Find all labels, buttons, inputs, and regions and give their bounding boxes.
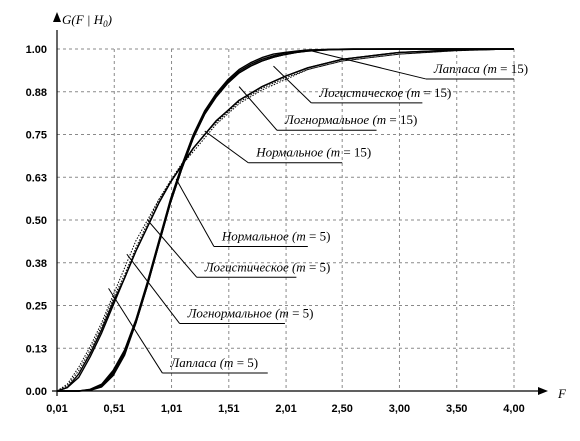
series-group: [56, 48, 515, 392]
annotation: Логистическое (m = 5): [147, 219, 331, 278]
x-axis-arrow-icon: [538, 387, 548, 395]
axes: [52, 12, 548, 396]
x-axis-label: F: [557, 386, 567, 401]
series-line: [56, 48, 515, 392]
y-tick-label: 0.00: [26, 386, 47, 398]
annotation-label: Нормальное (m = 5): [221, 229, 330, 244]
y-tick-label: 1.00: [26, 44, 47, 56]
y-axis-label: G(F | H0): [62, 12, 112, 29]
y-tick-label: 0.13: [26, 343, 47, 355]
series-line: [57, 48, 514, 392]
y-tick-label: 0.75: [26, 130, 47, 142]
annotation: Нормальное (m = 15): [204, 130, 371, 164]
x-tick-label: 0,01: [46, 403, 67, 415]
series-line: [56, 48, 515, 392]
y-tick-label: 0.50: [26, 215, 47, 227]
annotation-leader-line: [238, 86, 278, 131]
y-tick-label: 0.25: [26, 301, 47, 313]
annotation: Логистическое (m = 15): [273, 65, 451, 104]
x-tick-label: 0,51: [104, 403, 125, 415]
annotation-label: Логнормальное (m = 15): [284, 112, 417, 127]
annotation-leader-line: [204, 130, 249, 164]
annotation-leader-line: [307, 49, 426, 80]
y-tick-label: 0.38: [26, 258, 47, 270]
annotation-label: Лапласа (m = 5): [169, 355, 258, 370]
y-tick-label: 0.88: [26, 87, 47, 99]
x-tick-label: 1,01: [161, 403, 182, 415]
x-tick-label: 2,01: [275, 403, 296, 415]
annotation-leader-line: [108, 288, 163, 374]
series-line: [56, 48, 515, 392]
annotation-label: Лапласа (m = 15): [433, 61, 528, 76]
annotation-leader-line: [175, 178, 215, 247]
annotation: Нормальное (m = 5): [175, 178, 330, 248]
annotations-group: Лапласа (m = 15) Логистическое (m = 15) Ло…: [108, 49, 528, 374]
annotation-leader-line: [126, 253, 180, 324]
x-tick-label: 3,50: [446, 403, 467, 415]
tick-labels: 0,01 0,51 1,01 1,51 2,01 2,50 3,00 3,50 4,00 0.00…: [26, 44, 525, 415]
x-tick-label: 1,51: [218, 403, 239, 415]
annotation-label: Логистическое (m = 5): [204, 259, 331, 274]
annotation-label: Нормальное (m = 15): [255, 145, 371, 160]
annotation-label: Логнормальное (m = 5): [187, 305, 314, 320]
annotation-leader-line: [147, 219, 198, 278]
x-tick-label: 3,00: [389, 403, 410, 415]
annotation-leader-line: [273, 65, 312, 104]
y-tick-label: 0.63: [26, 172, 47, 184]
annotation: Логнормальное (m = 15): [238, 86, 417, 131]
y-axis-arrow-icon: [53, 12, 61, 22]
x-tick-label: 4,00: [503, 403, 524, 415]
x-tick-label: 2,50: [331, 403, 352, 415]
annotation: Лапласа (m = 15): [307, 49, 528, 80]
grid-lines: [57, 48, 515, 391]
annotation: Лапласа (m = 5): [108, 288, 268, 374]
annotation-label: Логистическое (m = 15): [318, 85, 451, 100]
annotation: Логнормальное (m = 5): [126, 253, 314, 324]
